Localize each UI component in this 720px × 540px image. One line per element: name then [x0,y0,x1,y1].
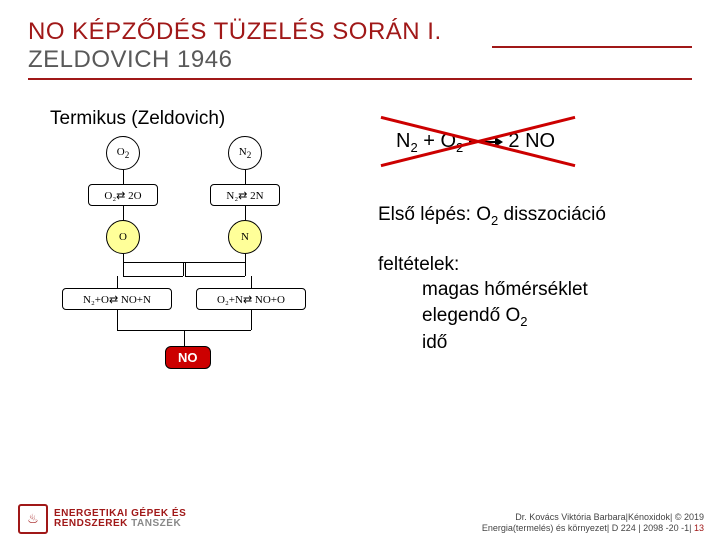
node-n: N [228,220,262,254]
node-rx-left: N₂+O⇄ NO+N [62,288,172,310]
wire [117,276,118,288]
cond-2-pre: elegendő O [422,305,520,326]
wire [183,262,184,276]
wire [251,310,252,330]
node-rx-o2: O₂⇄ 2O [88,184,158,206]
equation-crossed: N2 + O2 2 NO [378,118,618,178]
title-sub: ZELDOVICH 1946 [28,46,692,74]
dept-line2b: TANSZÉK [128,518,181,529]
conditions-list: magas hőmérséklet elegendő O2 idő [422,277,692,356]
title-right-rule [492,46,692,48]
node-o: O [106,220,140,254]
step1-post: disszociáció [498,204,606,225]
o2-text: O [117,146,125,158]
step1-text: Első lépés: O2 disszociáció [378,204,692,228]
node-rx-right: O₂+N⇄ NO+O [196,288,306,310]
wire [251,276,252,288]
step1-pre: Első lépés: O [378,204,491,225]
left-column: Termikus (Zeldovich) O2 N2 O₂⇄ 2O N₂⇄ 2N [28,108,358,396]
wire [185,262,186,276]
o2-sub: 2 [125,150,130,160]
page-number: 13 [694,523,704,533]
n2-text: N [239,146,247,158]
eq-n-sub: 2 [410,140,417,155]
node-rx-n2: N₂⇄ 2N [210,184,280,206]
footer-right-1: Dr. Kovács Viktória Barbara|Kénoxidok| ©… [482,512,704,523]
wire [123,262,185,263]
eq-n: N [396,130,410,152]
wire [117,330,184,331]
cond-2: elegendő O2 [422,303,692,330]
right-column: N2 + O2 2 NO Első lépés: O2 disszociáció… [378,108,692,396]
title-main: NO KÉPZŐDÉS TÜZELÉS SORÁN I. [28,18,692,46]
footer-right-2: Energia(termelés) és környezet| D 224 | … [482,523,704,534]
body-row: Termikus (Zeldovich) O2 N2 O₂⇄ 2O N₂⇄ 2N [28,108,692,396]
wire [123,170,124,184]
wire [183,262,245,263]
dept-line2a: RENDSZEREK [54,518,128,529]
title-block: NO KÉPZŐDÉS TÜZELÉS SORÁN I. ZELDOVICH 1… [28,18,692,80]
o-text: O [119,231,127,243]
footer-right: Dr. Kovács Viktória Barbara|Kénoxidok| ©… [482,512,704,535]
node-o2: O2 [106,136,140,170]
reaction-diagram: O2 N2 O₂⇄ 2O N₂⇄ 2N O N [58,136,338,396]
dept-text: ENERGETIKAI GÉPEK ÉS RENDSZEREK TANSZÉK [54,509,186,529]
wire [245,206,246,220]
wire [123,206,124,220]
cond-1: magas hőmérséklet [422,277,692,303]
footer-right-2-pre: Energia(termelés) és környezet| D 224 | … [482,523,694,533]
wire [185,276,245,277]
wire [123,276,183,277]
wire [117,310,118,330]
cond-2-sub: 2 [520,314,527,329]
n2-sub: 2 [247,150,252,160]
wire [123,254,124,276]
wire [245,170,246,184]
eq-plus: + [418,130,441,152]
cond-3: idő [422,330,692,356]
dept-logo: ♨ ENERGETIKAI GÉPEK ÉS RENDSZEREK TANSZÉ… [18,504,186,534]
wire [184,330,251,331]
conditions-label: feltételek: [378,252,692,278]
n-text: N [241,231,249,243]
slide: NO KÉPZŐDÉS TÜZELÉS SORÁN I. ZELDOVICH 1… [0,0,720,540]
conditions-block: feltételek: magas hőmérséklet elegendő O… [378,252,692,356]
wire [245,254,246,276]
dept-line2: RENDSZEREK TANSZÉK [54,519,186,529]
flame-icon: ♨ [18,504,48,534]
wire [184,330,185,346]
title-underline [28,78,692,80]
node-no: NO [165,346,211,369]
node-n2: N2 [228,136,262,170]
footer: ♨ ENERGETIKAI GÉPEK ÉS RENDSZEREK TANSZÉ… [0,504,720,534]
thermic-heading: Termikus (Zeldovich) [50,108,358,130]
